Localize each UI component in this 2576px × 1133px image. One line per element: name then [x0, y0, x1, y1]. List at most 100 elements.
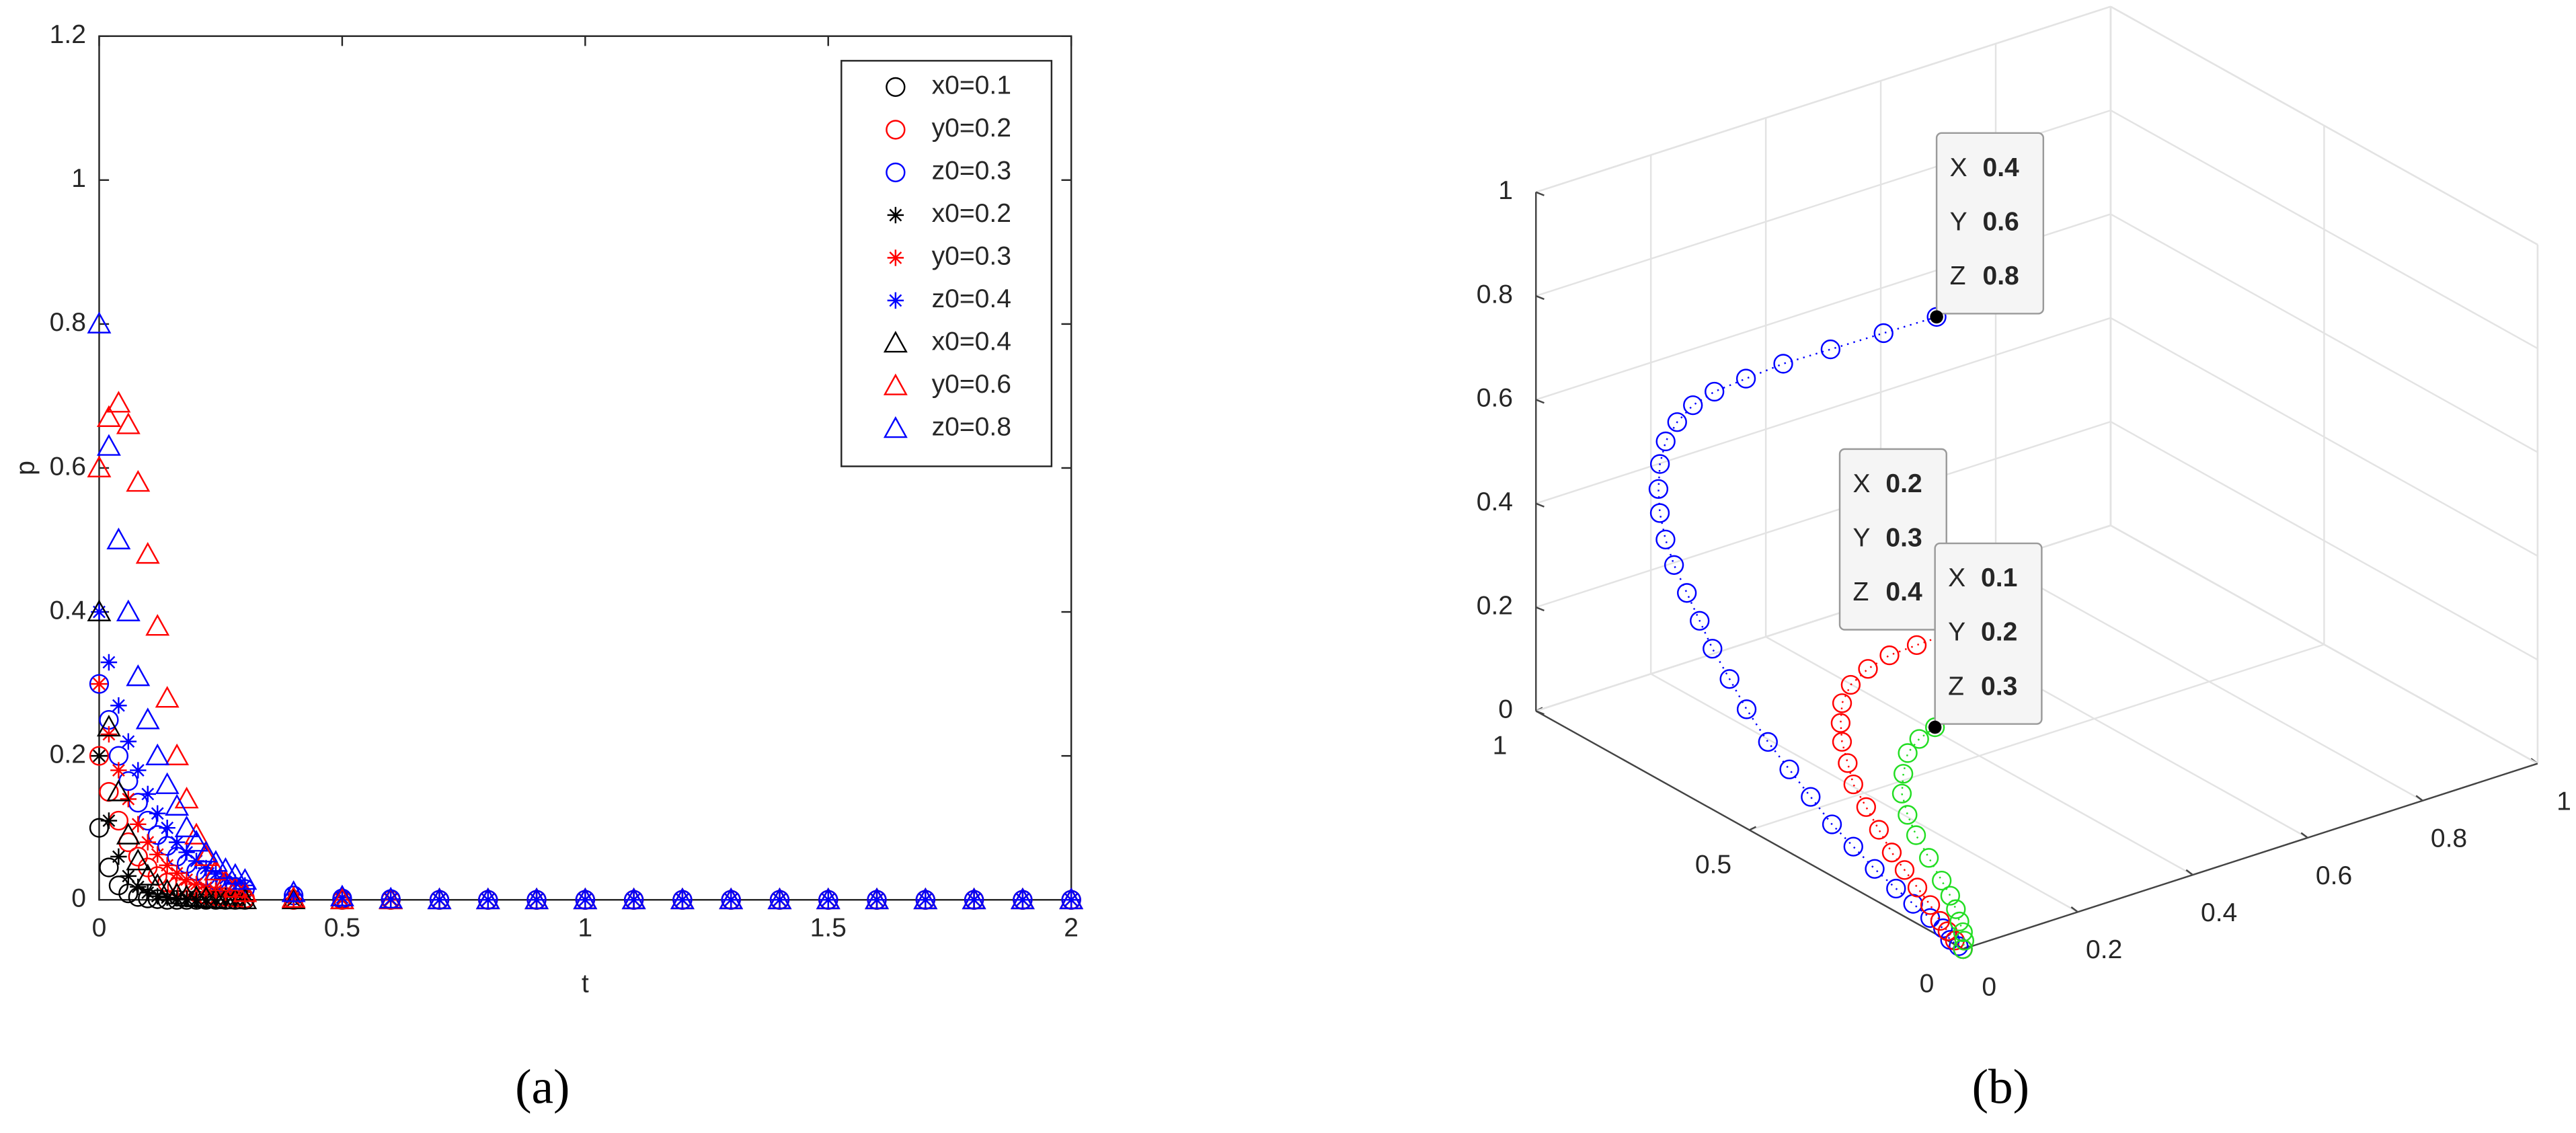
marker [184, 822, 208, 845]
datatip [1934, 542, 2043, 725]
marker [89, 746, 110, 766]
marker [194, 844, 219, 866]
marker [149, 805, 166, 822]
marker [159, 889, 175, 906]
marker [233, 880, 258, 902]
marker [178, 890, 195, 908]
legend-marker [883, 373, 908, 395]
marker [100, 726, 118, 743]
marker [213, 869, 238, 892]
grid-line [1535, 317, 2111, 504]
marker [96, 714, 121, 737]
marker [207, 892, 225, 908]
datatip-value: 0.2 [1885, 469, 1922, 498]
marker [155, 772, 180, 794]
marker [139, 834, 156, 851]
point [1758, 732, 1778, 752]
marker [204, 859, 228, 881]
point [1840, 674, 1861, 695]
y-tick [1749, 826, 1757, 831]
marker [573, 887, 598, 910]
legend-label: x0=0.1 [932, 71, 1011, 100]
y-tick-label: 0.5 [1695, 850, 1731, 879]
legend-label: y0=0.2 [932, 114, 1011, 143]
marker [223, 875, 247, 898]
marker [625, 892, 642, 908]
point [1843, 774, 1863, 795]
trajectory [1840, 632, 1964, 950]
legend-label: y0=0.6 [932, 370, 1011, 399]
marker [621, 887, 646, 910]
x-axis [1962, 763, 2538, 950]
point [1820, 339, 1840, 360]
z-tick-label: 0.8 [1477, 280, 1513, 309]
marker [87, 599, 112, 621]
grid-line [2110, 317, 2538, 557]
marker [475, 887, 500, 910]
marker [382, 890, 399, 908]
x-tick-label: 0 [92, 914, 107, 943]
point [1735, 368, 1756, 389]
marker [820, 892, 836, 908]
marker [524, 887, 549, 910]
x-tick [2300, 832, 2308, 838]
marker [194, 841, 219, 863]
legend-label: x0=0.4 [932, 327, 1011, 356]
marker [110, 762, 127, 779]
point [1906, 635, 1927, 656]
marker [674, 892, 691, 908]
y-axis [1535, 710, 1963, 950]
marker [217, 884, 234, 901]
x-tick-label: 1 [578, 914, 592, 943]
marker [670, 887, 695, 910]
datatip-value: 0.4 [1982, 153, 2019, 182]
grid-line [2110, 524, 2538, 765]
datatip-dot [1930, 310, 1943, 324]
x-tick-label: 0.6 [2316, 861, 2352, 890]
point [1779, 759, 1799, 779]
point [1930, 910, 1951, 931]
z-tick [1535, 295, 1545, 301]
grid-line [1749, 643, 2325, 831]
point [1918, 848, 1939, 868]
z-tick [1535, 502, 1545, 508]
marker [135, 707, 160, 730]
y-tick-label: 0.6 [50, 452, 86, 481]
point [1667, 412, 1687, 432]
point [1705, 381, 1725, 402]
datatip-value: 0.3 [1885, 524, 1922, 553]
point [1843, 836, 1863, 857]
point [1949, 936, 1969, 956]
marker [174, 786, 199, 809]
legend-label: z0=0.4 [932, 284, 1011, 313]
datatip-label: Z [1950, 262, 1966, 290]
marker [281, 880, 306, 902]
x-tick-label: 0.2 [2086, 935, 2122, 964]
marker [188, 892, 205, 908]
marker [116, 599, 141, 621]
point [1879, 645, 1900, 666]
point [1838, 753, 1858, 773]
point [1903, 894, 1923, 914]
datatip-label: Y [1950, 207, 1967, 236]
point [1690, 611, 1710, 631]
point [1655, 529, 1676, 550]
legend-marker [883, 330, 908, 353]
z-tick [1535, 399, 1545, 404]
point [1881, 843, 1902, 863]
z-tick-label: 0.4 [1477, 487, 1513, 516]
marker [198, 892, 214, 908]
point [1953, 939, 1973, 960]
x-tick-label: 1 [2557, 787, 2571, 816]
z-tick-label: 0.6 [1477, 384, 1513, 413]
marker [1059, 887, 1084, 910]
z-tick [1535, 606, 1545, 612]
point [1932, 870, 1952, 891]
x-tick-label: 0.8 [2431, 824, 2467, 853]
marker [767, 887, 792, 910]
marker [139, 785, 156, 803]
marker [431, 892, 448, 908]
marker [126, 470, 151, 492]
point [1946, 899, 1966, 919]
